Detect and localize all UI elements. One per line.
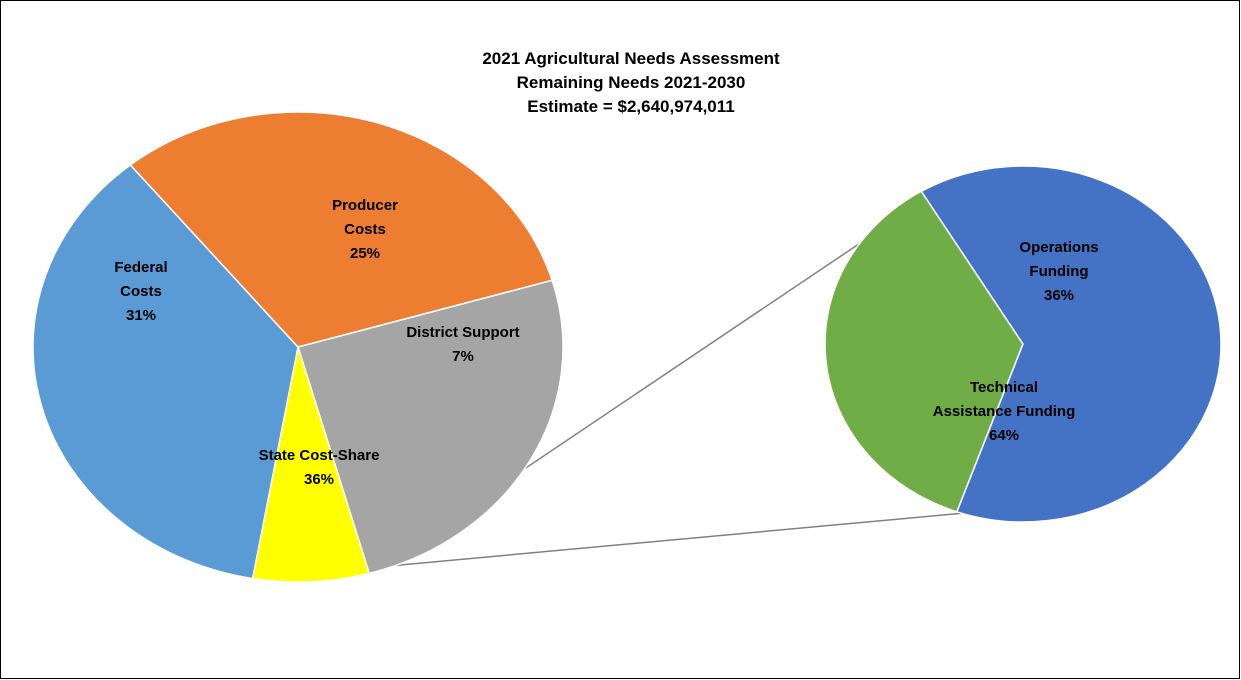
main-slice-federal-costs [129,111,554,348]
main-slice-district-support [251,346,371,583]
main-slice-producer-costs [297,279,564,575]
chart-title-line-3: Estimate = $2,640,974,011 [527,97,735,116]
secondary-slice-technical-assistance-funding [920,165,1222,523]
secondary-label-technical-assistance-funding: Technical Assistance Funding 64% [933,379,1076,444]
chart-title: 2021 Agricultural Needs Assessment Remai… [421,47,841,119]
main-label-district-support: District Support 7% [406,324,519,365]
slice-labels: Producer Costs 25% District Support 7% State … [114,197,1098,488]
main-label-federal-costs: Federal Costs 31% [114,259,167,324]
main-label-producer-costs: Producer Costs 25% [332,197,398,262]
secondary-slice-operations-funding [824,190,1024,513]
secondary-pie [824,165,1222,523]
chart-title-line-1: 2021 Agricultural Needs Assessment [482,49,780,68]
chart-title-line-2: Remaining Needs 2021-2030 [516,73,746,92]
secondary-label-operations-funding: Operations Funding 36% [1019,239,1098,304]
main-label-state-cost-share: State Cost-Share 36% [259,447,380,488]
main-pie [32,111,564,583]
main-slice-state-cost-share [32,163,299,580]
